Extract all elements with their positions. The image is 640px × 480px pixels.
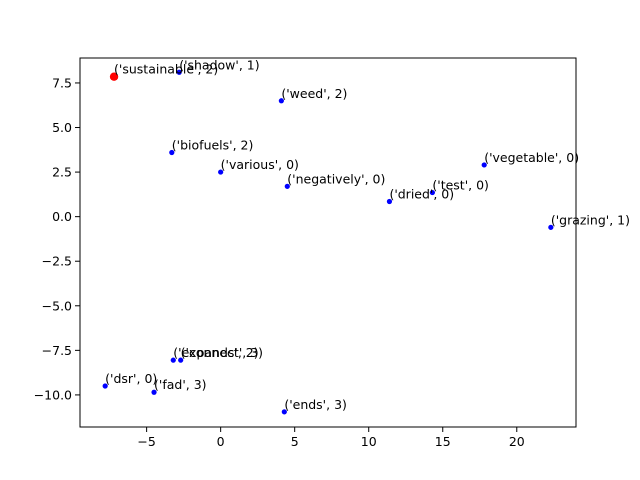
data-point [151,389,157,395]
data-point [284,183,290,189]
data-point [281,409,287,415]
x-tick-label: 15 [435,434,451,449]
y-tick-label: 7.5 [52,75,72,90]
data-point [102,383,108,389]
y-tick-label: 5.0 [52,120,72,135]
data-point-label: ('connect', 3) [181,345,263,360]
x-tick-label: 5 [291,434,299,449]
data-point [178,357,184,363]
x-tick-label: −5 [137,434,155,449]
y-tick-label: 2.5 [52,165,72,180]
points-layer [102,69,554,415]
data-point [176,69,182,75]
data-point [386,198,393,205]
data-point-label: ('dsr', 0) [105,371,157,386]
x-tick-label: 20 [509,434,525,449]
data-point-label: ('fad', 3) [154,377,207,392]
data-point [429,189,435,196]
data-point-label: ('various', 0) [221,157,299,172]
data-point-label: ('grazing', 1) [551,212,630,227]
y-tick-label: −5.0 [42,298,72,313]
data-point [278,98,284,104]
axes-layer: −5 0 5 10 15 20 −10.0 −7.5 −5.0 −2.5 0.0 2.5 5.0 7.5 [34,75,525,449]
data-point-label: ('dried', 0) [389,187,454,202]
data-point-label: ('biofuels', 2) [172,137,254,152]
data-point [481,162,487,168]
data-point-label: ('weed', 2) [281,86,347,101]
y-tick-label: −10.0 [34,387,72,402]
data-point-label: ('shadow', 1) [179,57,259,72]
data-point [170,357,176,363]
data-point [218,169,224,175]
data-point-label: ('negatively', 0) [287,171,385,186]
data-point-label: ('vegetable', 0) [484,150,579,165]
x-tick-label: 0 [217,434,225,449]
y-tick-label: 0.0 [52,209,72,224]
y-tick-label: −7.5 [42,343,72,358]
data-point [548,224,554,230]
data-point-label: ('sustainable', 2) [114,62,218,77]
point-labels-layer: ('sustainable', 2)('shadow', 1) ('weed', … [105,57,630,412]
data-point-label: ('ends', 3) [284,397,347,412]
highlighted-data-point [109,72,119,81]
data-point-label: ('test', 0) [432,178,489,193]
data-point [169,149,175,156]
x-tick-label: 10 [361,434,377,449]
axes-frame [79,57,577,428]
y-tick-label: −2.5 [42,254,72,269]
data-point-label: ('expands', 2) [173,345,258,360]
